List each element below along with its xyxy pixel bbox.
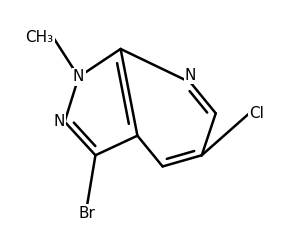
Text: Cl: Cl <box>249 106 264 121</box>
Text: CH₃: CH₃ <box>25 30 53 45</box>
Text: Br: Br <box>79 206 95 221</box>
Text: N: N <box>185 67 196 82</box>
Text: N: N <box>73 69 84 84</box>
Text: N: N <box>53 114 65 129</box>
